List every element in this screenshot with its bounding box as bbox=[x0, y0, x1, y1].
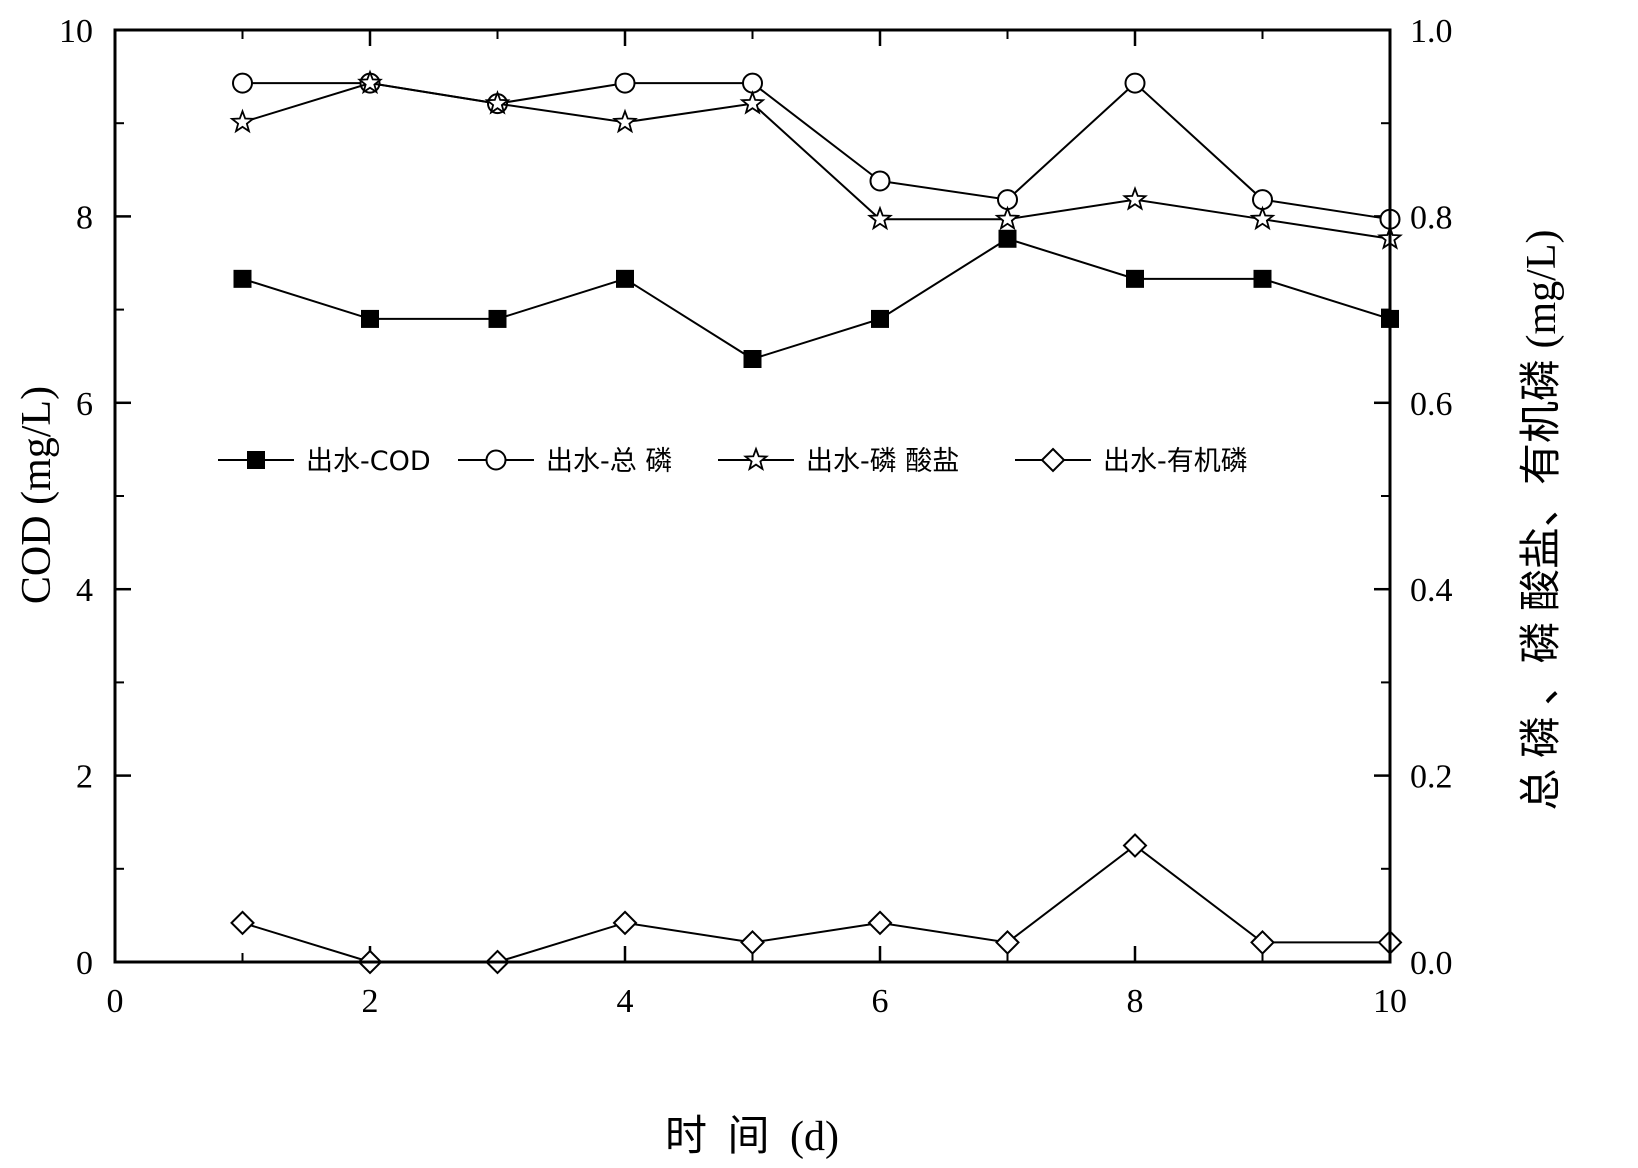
y-right-tick-label: 0.2 bbox=[1410, 759, 1453, 796]
data-point-2-6 bbox=[994, 205, 1021, 231]
legend-marker-1 bbox=[485, 449, 507, 471]
data-point-3-7 bbox=[1122, 833, 1148, 858]
series-line-0 bbox=[242, 237, 1391, 361]
data-point-3-5 bbox=[867, 910, 893, 936]
y-left-tick-label: 10 bbox=[59, 13, 93, 50]
data-point-3-8 bbox=[1250, 930, 1275, 955]
data-point-0-0 bbox=[233, 269, 252, 288]
data-point-3-0 bbox=[230, 910, 255, 936]
data-point-2-8 bbox=[1249, 205, 1276, 231]
data-point-1-0 bbox=[232, 72, 253, 94]
y-left-tick-label: 8 bbox=[76, 199, 93, 236]
x-tick-label: 10 bbox=[1373, 983, 1407, 1020]
legend-marker-2 bbox=[743, 446, 769, 471]
data-point-1-5 bbox=[869, 170, 891, 192]
data-point-2-7 bbox=[1122, 186, 1148, 211]
y-right-tick-label: 0.4 bbox=[1410, 572, 1453, 609]
series-line-2 bbox=[242, 82, 1391, 240]
series-0 bbox=[233, 229, 1399, 368]
data-point-3-6 bbox=[995, 930, 1020, 955]
data-point-2-5 bbox=[867, 205, 893, 231]
data-point-0-7 bbox=[1126, 269, 1144, 288]
data-point-2-0 bbox=[229, 108, 256, 134]
y-left-tick-label: 0 bbox=[76, 945, 93, 982]
legend-marker-0 bbox=[247, 451, 265, 469]
x-tick-label: 0 bbox=[107, 983, 124, 1020]
data-point-3-3 bbox=[612, 910, 638, 936]
x-tick-label: 6 bbox=[872, 983, 889, 1020]
data-point-2-1 bbox=[357, 69, 383, 95]
legend-marker-3 bbox=[1040, 447, 1066, 473]
data-point-0-6 bbox=[998, 229, 1017, 248]
x-tick-label: 8 bbox=[1127, 983, 1144, 1020]
series-2 bbox=[229, 69, 1403, 250]
data-point-2-3 bbox=[612, 108, 638, 134]
data-point-3-4 bbox=[740, 930, 765, 955]
legend: 出水-COD 出水-总 磷 出水-磷 酸盐 出水-有机磷 bbox=[218, 446, 1248, 477]
data-point-0-3 bbox=[616, 269, 634, 288]
x-axis-title: 时 间 (d) bbox=[665, 1114, 839, 1160]
y-right-tick-label: 1.0 bbox=[1410, 13, 1453, 50]
legend-label-2: 出水-磷 酸盐 bbox=[806, 446, 959, 477]
data-point-1-4 bbox=[742, 72, 763, 94]
y-right-tick-label: 0.6 bbox=[1410, 386, 1453, 423]
data-point-0-8 bbox=[1253, 269, 1272, 288]
y-right-tick-label: 0.8 bbox=[1410, 199, 1453, 236]
y-left-tick-label: 2 bbox=[76, 759, 93, 796]
y-left-tick-label: 6 bbox=[76, 386, 93, 423]
y-right-tick-label: 0.0 bbox=[1410, 945, 1453, 982]
x-tick-label: 2 bbox=[362, 983, 379, 1020]
y-left-tick-label: 4 bbox=[76, 572, 93, 609]
data-point-0-5 bbox=[871, 309, 889, 328]
data-point-1-3 bbox=[614, 72, 636, 94]
data-point-0-1 bbox=[361, 309, 379, 328]
legend-label-0: 出水-COD bbox=[306, 446, 431, 477]
data-point-1-7 bbox=[1124, 72, 1146, 94]
legend-label-3: 出水-有机磷 bbox=[1103, 446, 1248, 477]
data-point-0-2 bbox=[488, 309, 507, 328]
data-point-0-4 bbox=[743, 349, 762, 368]
x-tick-label: 4 bbox=[617, 983, 634, 1020]
data-point-2-2 bbox=[484, 90, 511, 115]
plot-frame bbox=[113, 28, 1392, 964]
y-axis-right-title: 总 磷 、磷 酸盐、有机磷 (mg/L) bbox=[1519, 230, 1565, 811]
data-point-2-4 bbox=[739, 90, 766, 115]
legend-label-1: 出水-总 磷 bbox=[546, 446, 672, 477]
y-axis-left-title: COD (mg/L) bbox=[14, 386, 60, 604]
